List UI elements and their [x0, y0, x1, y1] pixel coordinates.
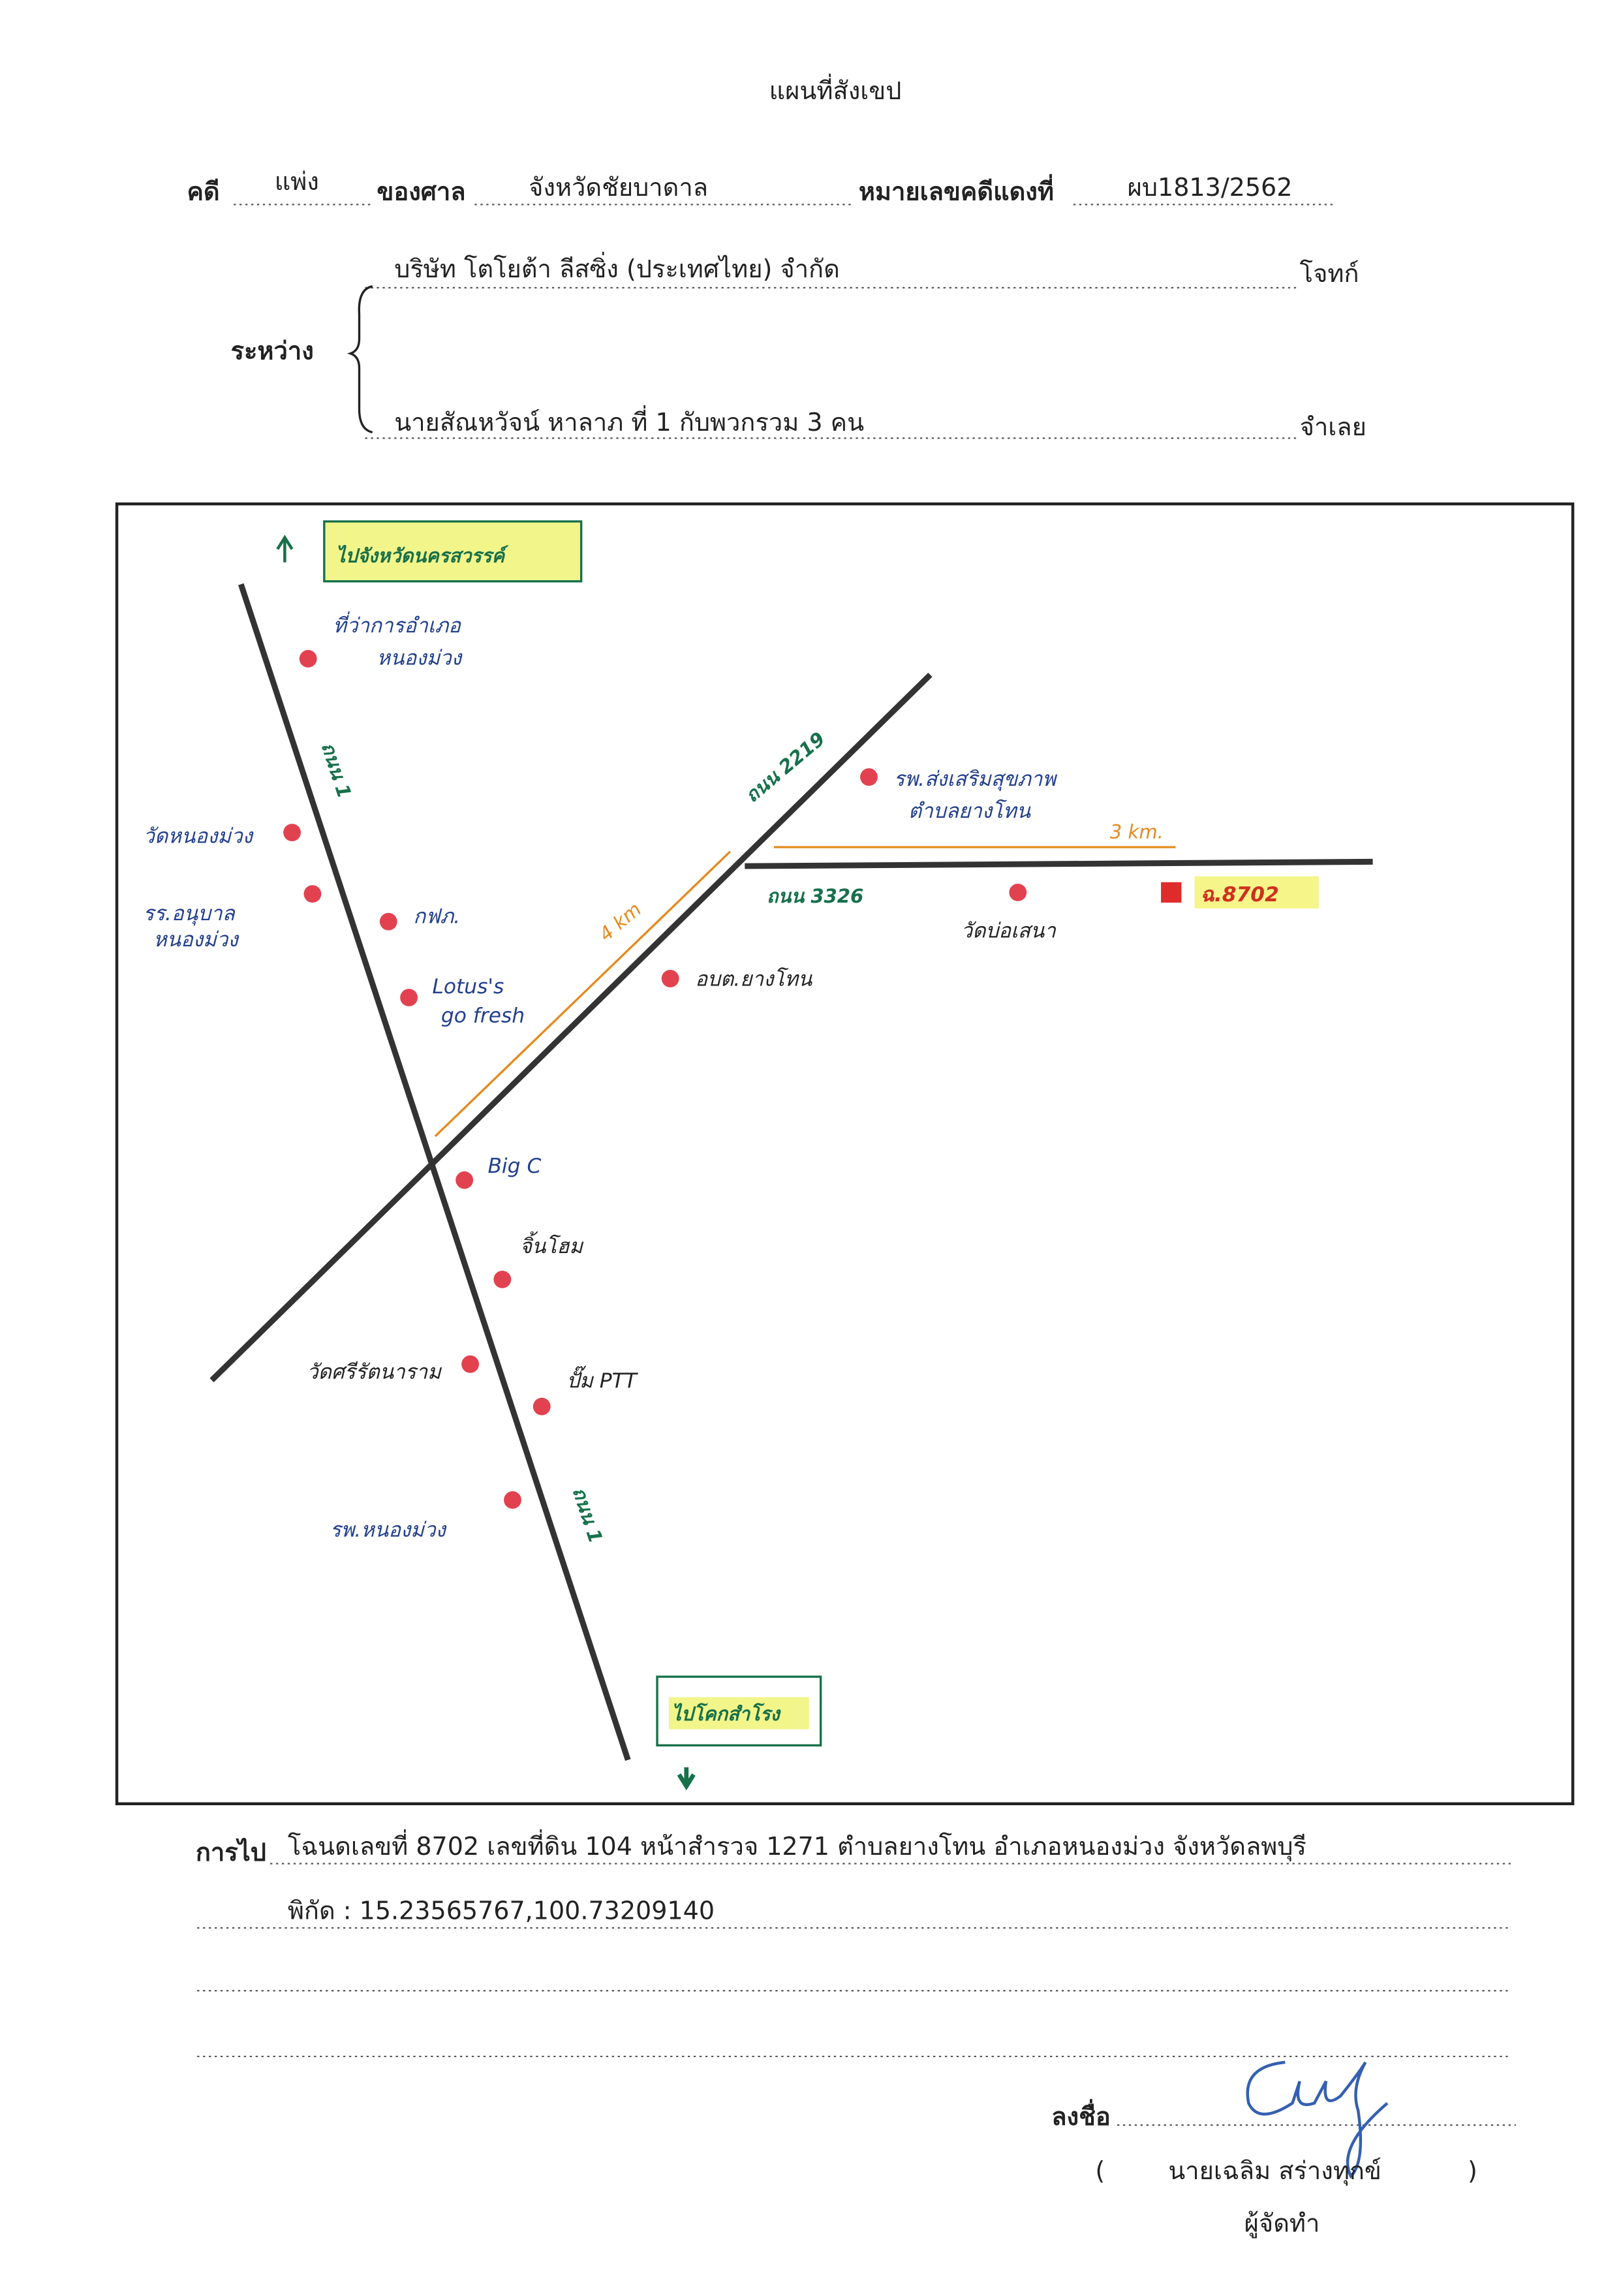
- brace: [347, 285, 373, 434]
- route-label: การไป: [196, 1837, 266, 1867]
- place-label: อบต.ยางโทน: [695, 967, 813, 991]
- road-label: ถนน 1: [568, 1484, 607, 1545]
- place-label: go fresh: [441, 1004, 525, 1028]
- place-dot: [299, 649, 317, 668]
- direction-box: [323, 520, 583, 583]
- highlight: [1194, 876, 1319, 908]
- place-dot: [493, 1270, 512, 1288]
- between-label: ระหว่าง: [231, 337, 314, 365]
- place-label: ที่ว่าการอำเภอ: [333, 611, 461, 638]
- target-label: ฉ.8702: [1201, 883, 1279, 907]
- target-marker: [1161, 882, 1182, 903]
- arrow-north: [276, 535, 294, 563]
- place-label: รพ.หนองม่วง: [330, 1518, 448, 1542]
- place-dot: [533, 1397, 551, 1416]
- place-label: วัดศรีรัตนาราม: [307, 1361, 442, 1384]
- place-label: วัดหนองม่วง: [143, 824, 254, 848]
- distance-line: [434, 850, 732, 1138]
- signer-role: ผู้จัดทำ: [1244, 2209, 1320, 2238]
- distance-label: 3 km.: [1110, 821, 1164, 843]
- road-2219: [209, 672, 933, 1383]
- red-case-label: หมายเลขคดีแดงที่: [859, 174, 1054, 206]
- place-label: หนองม่วง: [153, 928, 239, 952]
- place-label: Lotus's: [432, 975, 504, 999]
- close-paren: ): [1468, 2156, 1477, 2185]
- signature: [1246, 2060, 1389, 2179]
- highlight: [668, 1697, 809, 1730]
- court: จังหวัดชัยบาดาล: [529, 173, 708, 202]
- direction-label: ไปโคกสำโรง: [672, 1702, 781, 1725]
- red-case-no: ผบ1813/2562: [1128, 173, 1293, 202]
- place-label: หนองม่วง: [377, 646, 463, 670]
- place-dot: [661, 969, 679, 987]
- places: [283, 649, 1027, 1509]
- open-paren: (: [1095, 2156, 1105, 2185]
- place-label: วัดบ่อเสนา: [961, 920, 1057, 943]
- title: แผนที่สังเขป: [769, 73, 902, 105]
- place-label: รร.อนุบาล: [143, 902, 236, 926]
- place-dot: [860, 768, 878, 786]
- case-type: แพ่ง: [275, 167, 319, 196]
- place-label: กฟภ.: [413, 905, 460, 928]
- case-label: คดี: [187, 178, 219, 206]
- place-label: รพ.ส่งเสริมสุขภาพ: [894, 768, 1058, 792]
- road-label: ถนน 3326: [767, 885, 863, 907]
- map-frame: [115, 502, 1575, 1806]
- road-1: [238, 583, 631, 1761]
- plaintiff: บริษัท โตโยต้า ลีสซิ่ง (ประเทศไทย) จำกัด: [394, 251, 840, 283]
- court-label: ของศาล: [377, 178, 465, 206]
- place-dot: [283, 824, 301, 842]
- arrow-south: [677, 1767, 696, 1791]
- signer: นายเฉลิม สร่างทุกข์: [1168, 2156, 1382, 2186]
- place-dot: [379, 912, 397, 931]
- road-label: ถนน 2219: [741, 728, 829, 807]
- place-dot: [455, 1171, 474, 1189]
- sign-label: ลงชื่อ: [1051, 2099, 1111, 2131]
- distance-label: 4 km: [594, 898, 645, 946]
- direction-label: ไปจังหวัดนครสวรรค์: [336, 545, 509, 567]
- coords: พิกัด : 15.23565767,100.73209140: [288, 1897, 715, 1925]
- place-dot: [1009, 883, 1027, 901]
- place-label: ตำบลยางโทน: [908, 799, 1032, 823]
- defendant: นายสัณหวัจน์ หาลาภ ที่ 1 กับพวกรวม 3 คน: [394, 405, 864, 437]
- route: โฉนดเลขที่ 8702 เลขที่ดิน 104 หน้าสำรวจ …: [288, 1829, 1306, 1861]
- plaintiff-role: โจทก์: [1300, 259, 1359, 288]
- place-dot: [461, 1355, 480, 1373]
- place-label: Big C: [487, 1155, 541, 1178]
- place-dot: [400, 989, 418, 1006]
- place-label: จิ้นโฮม: [520, 1231, 584, 1258]
- place-dot: [303, 885, 322, 903]
- defendant-role: จำเลย: [1300, 412, 1366, 441]
- road-3326: [745, 858, 1373, 869]
- place-dot: [504, 1491, 521, 1509]
- place-label: ปั๊ม PTT: [566, 1365, 638, 1393]
- road-label: ถนน 1: [317, 739, 356, 801]
